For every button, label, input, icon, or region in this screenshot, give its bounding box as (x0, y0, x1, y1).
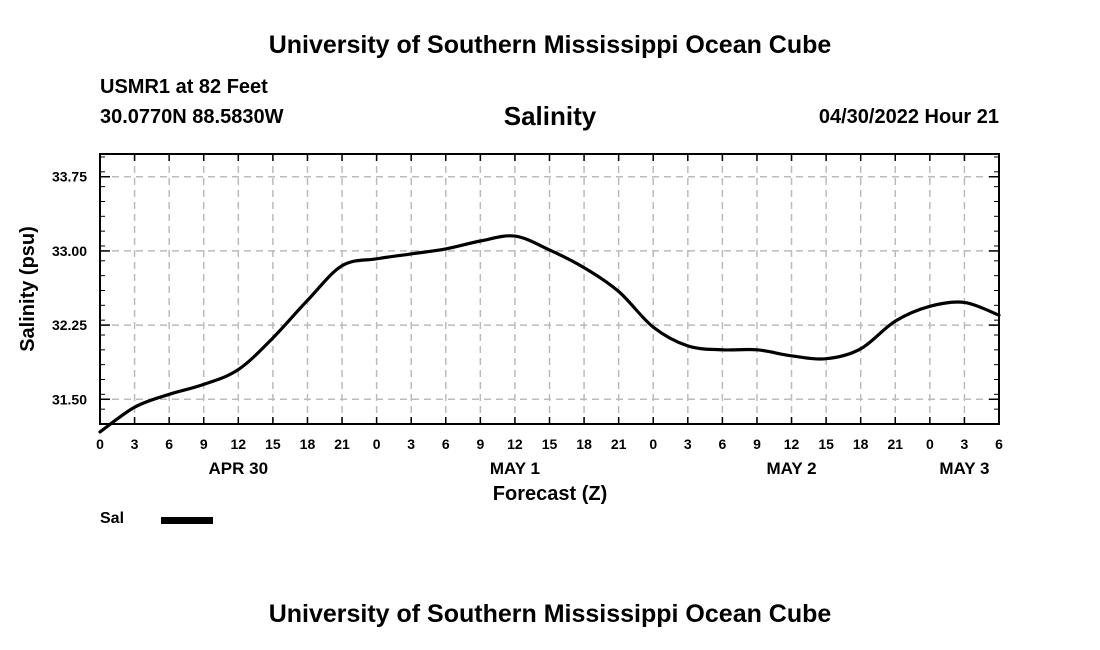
x-tick-label: 21 (887, 436, 903, 452)
y-tick-label: 33.00 (52, 243, 87, 259)
y-tick-label: 31.50 (52, 391, 87, 407)
x-tick-label: 6 (442, 436, 450, 452)
y-axis-ticks: 31.50 32.25 33.00 33.75 (52, 169, 999, 407)
x-tick-label: 3 (684, 436, 692, 452)
y-axis-label: Salinity (psu) (17, 226, 39, 352)
legend-swatch (161, 517, 213, 524)
x-tick-label: 9 (200, 436, 208, 452)
y-tick-label: 32.25 (52, 317, 87, 333)
legend-label: Sal (100, 510, 125, 527)
forecast-timestamp: 04/30/2022 Hour 21 (818, 106, 999, 128)
variable-title: Salinity (503, 101, 597, 131)
series-line-sal (98, 234, 1001, 434)
x-tick-label: 0 (96, 436, 104, 452)
chart-title: University of Southern Mississippi Ocean… (268, 31, 832, 59)
station-coordinates: 30.0770N 88.5830W (100, 106, 284, 128)
x-tick-label: 6 (718, 436, 726, 452)
x-tick-label: 12 (507, 436, 523, 452)
station-label: USMR1 at 82 Feet (100, 76, 268, 98)
x-tick-label: 0 (649, 436, 657, 452)
x-tick-label: 15 (818, 436, 834, 452)
x-tick-label: 21 (334, 436, 350, 452)
date-label: MAY 2 (766, 459, 816, 478)
x-tick-label: 0 (926, 436, 934, 452)
x-tick-label: 15 (265, 436, 281, 452)
date-label: APR 30 (209, 459, 269, 478)
x-tick-label: 15 (542, 436, 558, 452)
x-tick-label: 9 (476, 436, 484, 452)
x-tick-label: 6 (165, 436, 173, 452)
footer-title: University of Southern Mississippi Ocean… (268, 600, 832, 628)
x-tick-label: 3 (961, 436, 969, 452)
x-tick-label: 6 (995, 436, 1003, 452)
x-tick-label: 3 (407, 436, 415, 452)
grid-lines (100, 154, 999, 424)
date-label: MAY 3 (939, 459, 989, 478)
x-tick-label: 12 (231, 436, 247, 452)
x-tick-label: 12 (784, 436, 800, 452)
x-axis-ticks: 0 3 6 9 12 15 18 21 0 3 6 9 12 15 18 21 0 3 6 9 12 15 18 21 0 3 6 (96, 154, 1003, 452)
series-layer (98, 234, 1001, 434)
x-tick-label: 18 (576, 436, 592, 452)
x-tick-label: 21 (611, 436, 627, 452)
date-labels: APR 30 MAY 1 MAY 2 MAY 3 (209, 459, 990, 478)
x-tick-label: 9 (753, 436, 761, 452)
date-label: MAY 1 (490, 459, 540, 478)
x-tick-label: 18 (300, 436, 316, 452)
x-tick-label: 18 (853, 436, 869, 452)
x-tick-label: 0 (373, 436, 381, 452)
y-tick-label: 33.75 (52, 169, 87, 185)
x-axis-label: Forecast (Z) (493, 483, 607, 505)
x-tick-label: 3 (131, 436, 139, 452)
